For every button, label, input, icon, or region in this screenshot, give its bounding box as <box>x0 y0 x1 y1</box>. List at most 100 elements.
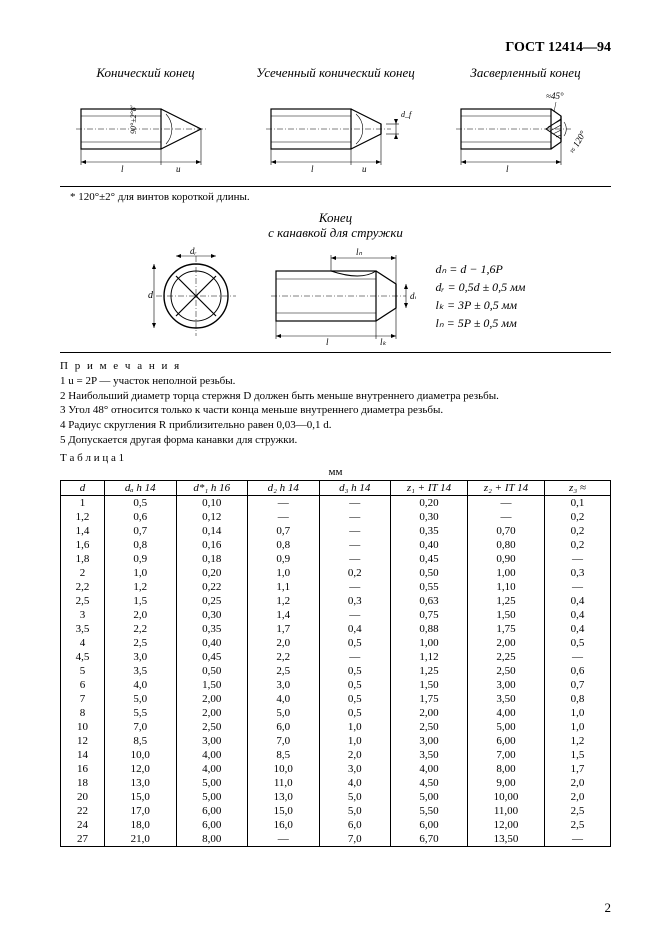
table-cell: 0,16 <box>176 538 248 552</box>
table-column-header: d₂ h 14 <box>248 480 320 495</box>
table-row: 10,50,10——0,20—0,1 <box>61 495 611 510</box>
table-cell: 2,2 <box>248 650 320 664</box>
table-cell: 11,0 <box>248 776 320 790</box>
table-cell: 0,70 <box>468 524 545 538</box>
table-cell: 0,55 <box>391 580 468 594</box>
table-cell: 1,5 <box>545 748 611 762</box>
table-cell: 15,0 <box>248 804 320 818</box>
schematic-drilled: ≈45° ≈ 120° l <box>446 84 606 174</box>
table-cell: 5,50 <box>391 804 468 818</box>
figure-conical-end: Конический конец 90°±2°8′ l u <box>61 66 231 178</box>
table-cell: 0,4 <box>319 622 391 636</box>
table-cell: 1,50 <box>391 678 468 692</box>
table-cell: 2,50 <box>468 664 545 678</box>
table-cell: 1,0 <box>545 706 611 720</box>
table-column-header: z₃ ≈ <box>545 480 611 495</box>
table-cell: — <box>319 510 391 524</box>
table-row: 4,53,00,452,2—1,122,25— <box>61 650 611 664</box>
figure-title: Усеченный конический конец <box>251 66 421 80</box>
table-cell: 3,00 <box>176 734 248 748</box>
table-row: 64,01,503,00,51,503,000,7 <box>61 678 611 692</box>
table-row: 128,53,007,01,03,006,001,2 <box>61 734 611 748</box>
table-row: 1410,04,008,52,03,507,001,5 <box>61 748 611 762</box>
figure-title: Засверленный конец <box>441 66 611 80</box>
table-cell: 0,3 <box>319 594 391 608</box>
table-cell: 8 <box>61 706 105 720</box>
table-cell: — <box>545 832 611 847</box>
table-cell: 0,25 <box>176 594 248 608</box>
table-cell: 0,4 <box>545 622 611 636</box>
table-cell: — <box>319 552 391 566</box>
table-cell: 0,50 <box>391 566 468 580</box>
table-cell: — <box>319 608 391 622</box>
svg-text:l: l <box>311 164 314 174</box>
table-cell: 2,0 <box>545 776 611 790</box>
table-cell: 1,2 <box>248 594 320 608</box>
table-cell: 0,5 <box>319 636 391 650</box>
table-row: 1,40,70,140,7—0,350,700,2 <box>61 524 611 538</box>
data-table: ddₐ h 14d*₁ h 16d₂ h 14d₃ h 14z₁ + IT 14… <box>60 480 611 847</box>
table-cell: 0,10 <box>176 495 248 510</box>
svg-text:dₙ: dₙ <box>410 291 416 301</box>
table-cell: 1,4 <box>61 524 105 538</box>
table-cell: 3,0 <box>248 678 320 692</box>
formula-block: dₙ = d − 1,6P dᵣ = 0,5d ± 0,5 мм lₖ = 3P… <box>436 260 526 332</box>
table-cell: 6,0 <box>248 720 320 734</box>
table-cell: 1,0 <box>319 720 391 734</box>
table-cell: 0,20 <box>391 495 468 510</box>
table-cell: 2,0 <box>248 636 320 650</box>
table-row: 2015,05,0013,05,05,0010,002,0 <box>61 790 611 804</box>
table-cell: 24 <box>61 818 105 832</box>
table-cell: 0,22 <box>176 580 248 594</box>
table-header-row: ddₐ h 14d*₁ h 16d₂ h 14d₃ h 14z₁ + IT 14… <box>61 480 611 495</box>
table-cell: 27 <box>61 832 105 847</box>
table-cell: 0,45 <box>391 552 468 566</box>
table-cell: 3,5 <box>61 622 105 636</box>
table-cell: 4,00 <box>176 748 248 762</box>
table-column-header: z₁ + IT 14 <box>391 480 468 495</box>
table-cell: 6,00 <box>468 734 545 748</box>
table-cell: 4,00 <box>391 762 468 776</box>
figure-row-top: Конический конец 90°±2°8′ l u Усеченны <box>60 66 611 178</box>
table-cell: 4 <box>61 636 105 650</box>
table-cell: 0,6 <box>545 664 611 678</box>
svg-text:u: u <box>176 164 181 174</box>
table-cell: 0,88 <box>391 622 468 636</box>
table-cell: 2,50 <box>176 720 248 734</box>
table-cell: 8,00 <box>468 762 545 776</box>
schematic-truncated: d_f l u <box>256 84 416 174</box>
table-cell: 6 <box>61 678 105 692</box>
formula-ln: lₙ = 5P ± 0,5 мм <box>436 314 526 332</box>
table-cell: — <box>319 495 391 510</box>
table-cell: 5,00 <box>176 790 248 804</box>
svg-text:dᵣ: dᵣ <box>190 246 197 256</box>
table-cell: 17,0 <box>105 804 177 818</box>
table-cell: 4,0 <box>105 678 177 692</box>
table-cell: 10,0 <box>248 762 320 776</box>
table-row: 2,21,20,221,1—0,551,10— <box>61 580 611 594</box>
table-cell: 0,20 <box>176 566 248 580</box>
svg-text:lₖ: lₖ <box>380 337 387 346</box>
table-row: 32,00,301,4—0,751,500,4 <box>61 608 611 622</box>
table-column-header: d₃ h 14 <box>319 480 391 495</box>
table-cell: 1,8 <box>61 552 105 566</box>
table-cell: 14 <box>61 748 105 762</box>
table-cell: — <box>468 510 545 524</box>
table-cell: 5,5 <box>105 706 177 720</box>
schematic-side-view: lₙ dₙ l lₖ <box>266 246 416 346</box>
svg-text:d: d <box>148 290 154 301</box>
table-cell: 0,8 <box>105 538 177 552</box>
table-cell: 16,0 <box>248 818 320 832</box>
table-cell: 0,80 <box>468 538 545 552</box>
table-cell: 3,50 <box>468 692 545 706</box>
table-cell: 2,5 <box>545 804 611 818</box>
table-cell: 0,7 <box>545 678 611 692</box>
table-cell: 11,00 <box>468 804 545 818</box>
svg-text:≈45°: ≈45° <box>546 91 564 101</box>
table-cell: 4,0 <box>319 776 391 790</box>
table-row: 1,60,80,160,8—0,400,800,2 <box>61 538 611 552</box>
table-cell: 0,63 <box>391 594 468 608</box>
svg-text:lₙ: lₙ <box>356 247 363 257</box>
table-cell: 0,75 <box>391 608 468 622</box>
table-column-header: d*₁ h 16 <box>176 480 248 495</box>
